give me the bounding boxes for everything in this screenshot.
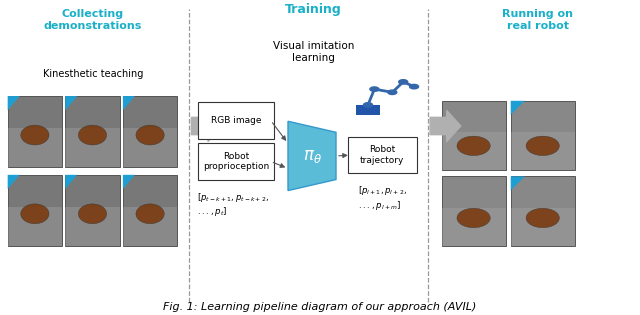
Ellipse shape <box>78 204 107 224</box>
Polygon shape <box>8 96 20 110</box>
FancyBboxPatch shape <box>511 132 575 170</box>
FancyBboxPatch shape <box>356 105 380 115</box>
Polygon shape <box>65 175 77 189</box>
FancyBboxPatch shape <box>198 102 274 139</box>
FancyBboxPatch shape <box>442 208 506 246</box>
Ellipse shape <box>136 125 164 145</box>
FancyBboxPatch shape <box>123 128 177 167</box>
Ellipse shape <box>136 204 164 224</box>
Text: Visual imitation
learning: Visual imitation learning <box>273 41 355 63</box>
Circle shape <box>410 84 419 89</box>
Polygon shape <box>288 121 336 191</box>
FancyBboxPatch shape <box>8 128 62 167</box>
FancyBboxPatch shape <box>65 175 120 246</box>
FancyBboxPatch shape <box>442 132 506 170</box>
Text: Running on
real robot: Running on real robot <box>502 9 573 31</box>
FancyBboxPatch shape <box>198 143 274 180</box>
FancyArrow shape <box>191 111 222 142</box>
Text: Robot
trajectory: Robot trajectory <box>360 146 404 165</box>
FancyBboxPatch shape <box>123 175 177 246</box>
Circle shape <box>370 87 379 91</box>
FancyBboxPatch shape <box>8 207 62 246</box>
Circle shape <box>399 80 408 84</box>
Ellipse shape <box>526 136 559 156</box>
Polygon shape <box>123 96 135 110</box>
FancyBboxPatch shape <box>65 128 120 167</box>
FancyBboxPatch shape <box>65 96 120 167</box>
FancyBboxPatch shape <box>123 207 177 246</box>
FancyBboxPatch shape <box>511 101 575 170</box>
FancyBboxPatch shape <box>8 175 62 246</box>
Polygon shape <box>511 101 525 115</box>
FancyBboxPatch shape <box>8 96 62 167</box>
Polygon shape <box>8 175 20 189</box>
Text: RGB image: RGB image <box>211 116 261 125</box>
FancyBboxPatch shape <box>511 208 575 246</box>
Text: Training: Training <box>285 3 342 16</box>
Ellipse shape <box>526 208 559 228</box>
Polygon shape <box>123 175 135 189</box>
Text: $[p_{t-k+1}, p_{t-k+2},$
$..., p_t]$: $[p_{t-k+1}, p_{t-k+2},$ $..., p_t]$ <box>196 191 269 218</box>
FancyBboxPatch shape <box>123 96 177 167</box>
Circle shape <box>388 90 397 94</box>
Polygon shape <box>511 176 525 190</box>
FancyBboxPatch shape <box>511 176 575 246</box>
Polygon shape <box>65 96 77 110</box>
Text: $[p_{l+1}, p_{l+2},$
$..., p_{l+m}]$: $[p_{l+1}, p_{l+2},$ $..., p_{l+m}]$ <box>358 184 406 212</box>
Ellipse shape <box>457 136 490 156</box>
Ellipse shape <box>20 204 49 224</box>
Text: $\pi_\theta$: $\pi_\theta$ <box>303 147 321 165</box>
FancyBboxPatch shape <box>65 207 120 246</box>
FancyBboxPatch shape <box>348 137 417 173</box>
Text: Kinesthetic teaching: Kinesthetic teaching <box>43 69 143 79</box>
Ellipse shape <box>78 125 107 145</box>
Text: Fig. 1: Learning pipeline diagram of our approach (AVIL): Fig. 1: Learning pipeline diagram of our… <box>163 302 477 312</box>
Text: Robot
proprioception: Robot proprioception <box>203 152 269 171</box>
Ellipse shape <box>20 125 49 145</box>
FancyArrow shape <box>430 111 461 142</box>
FancyBboxPatch shape <box>442 101 506 170</box>
Ellipse shape <box>457 208 490 228</box>
Circle shape <box>364 103 372 107</box>
FancyBboxPatch shape <box>442 176 506 246</box>
Text: Collecting
demonstrations: Collecting demonstrations <box>44 9 142 31</box>
